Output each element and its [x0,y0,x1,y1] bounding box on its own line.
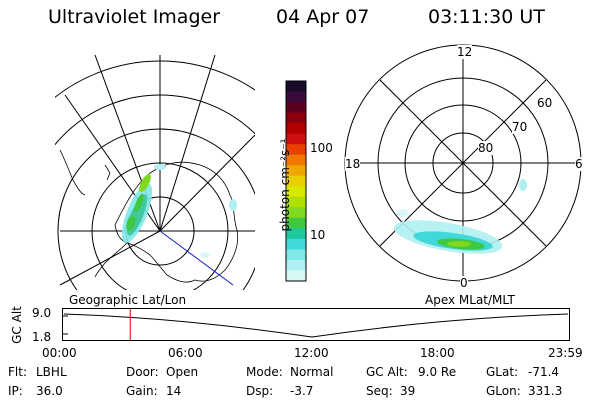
seq-value: 39 [400,384,416,398]
glat-label: GLat: [486,365,519,379]
ytick-1-8: 1.8 [32,330,52,344]
colorbar-segment [286,102,306,114]
mlt-label-6: 6 [575,157,583,171]
mlt-label-18: 18 [345,157,361,171]
colorbar-segment [286,228,306,240]
glon-label: GLon: [486,384,521,398]
colorbar-segment [286,154,306,166]
mlt-label-12: 12 [457,45,473,59]
gain-label: Gain: [126,384,158,398]
ip-value: 36.0 [36,384,63,398]
colorbar-segment [286,238,306,250]
ytick-9: 9.0 [32,306,52,320]
colorbar-segment [286,207,306,219]
mode-value: Normal [290,365,334,379]
app-title: Ultraviolet Imager [48,6,221,28]
colorbar-segment [286,91,306,103]
gcalt-value: 9.0 Re [418,365,457,379]
xtick-0600: 06:00 [168,346,203,360]
magnetic-polar-map [344,44,582,282]
colorbar-segment [286,144,306,156]
ip-label: IP: [8,384,23,398]
colorbar-unit-label: photon cm⁻²s⁻¹ [278,138,292,232]
door-label: Door: [126,365,159,379]
colorbar-segment [286,175,306,187]
time-label: 03:11:30 UT [428,6,545,28]
colorbar-segment [286,217,306,229]
colorbar-segment [286,133,306,145]
xtick-2359: 23:59 [548,346,583,360]
door-value: Open [166,365,199,379]
altitude-timeline [62,308,570,341]
mlt-label-0: 0 [460,276,468,290]
colorbar-segment [286,186,306,198]
dsp-value: -3.7 [290,384,314,398]
date-label: 04 Apr 07 [276,6,370,28]
left-map-caption: Geographic Lat/Lon [69,293,187,307]
colorbar-segment [286,196,306,208]
right-map-caption: Apex MLat/MLT [425,293,515,307]
geographic-map [55,55,255,290]
dsp-label: Dsp: [246,384,274,398]
colorbar-tick-100: 100 [310,141,333,155]
colorbar-border [285,80,307,282]
lat-label-70: 70 [512,120,528,134]
color-scale-bar [285,80,307,282]
glat-value: -71.4 [528,365,560,379]
mode-label: Mode: [246,365,283,379]
flt-label: Flt: [8,365,27,379]
gcalt-label: GC Alt: [366,365,408,379]
lat-label-80: 80 [478,141,494,155]
colorbar-segment [286,249,306,261]
colorbar-tick-10: 10 [310,228,326,242]
colorbar-segment [286,270,306,282]
seq-label: Seq: [366,384,393,398]
lat-label-60: 60 [537,96,553,110]
xtick-1800: 18:00 [420,346,455,360]
colorbar-segment [286,123,306,135]
gain-value: 14 [166,384,182,398]
timeline-ylabel: GC Alt [10,306,24,344]
xtick-0000: 00:00 [42,346,77,360]
colorbar-segment [286,165,306,177]
colorbar-segment [286,112,306,124]
xtick-1200: 12:00 [294,346,329,360]
flt-value: LBHL [36,365,67,379]
glon-value: 331.3 [528,384,563,398]
colorbar-segment [286,259,306,271]
colorbar-segment [286,81,306,93]
